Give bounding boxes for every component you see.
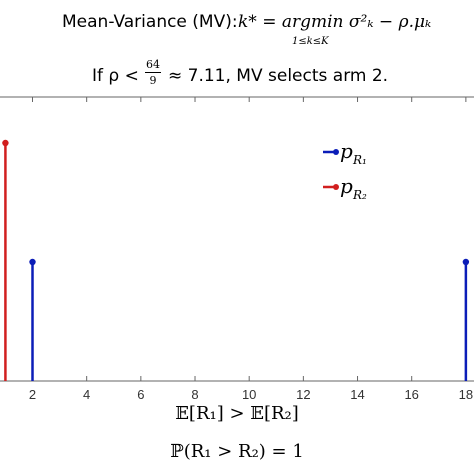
stem-chart: 2 4 6 8 10 12 14 16 18 p R₁p R₂ [0,96,474,402]
x-ticks: 2 4 6 8 10 12 14 16 18 [29,97,473,402]
condition-suffix: ≈ 7.11, MV selects arm 2. [168,66,389,86]
stem-marker-series-2 [2,139,9,147]
criterion-label: Mean-Variance (MV): [62,12,238,32]
criterion-line: Mean-Variance (MV): k* = argmin σ²ₖ − ρ.… [0,10,474,50]
legend-swatch-marker-2 [333,184,339,190]
expectation-line: 𝔼[R₁] > 𝔼[R₂] [175,403,299,424]
x-tick-label: 12 [296,387,310,402]
legend-label-1: p [340,139,353,163]
probability-line: ℙ(R₁ > R₂) = 1 [170,441,304,462]
x-tick-label: 14 [350,387,364,402]
x-tick-label: 10 [242,387,256,402]
legend-label-2: p [340,174,353,198]
x-tick-label: 8 [191,387,198,402]
fraction-denominator: 9 [149,74,157,87]
stem-marker-series-1 [29,258,36,266]
x-tick-label: 6 [137,387,144,402]
fraction-numerator: 64 [146,58,160,71]
condition-prefix: If ρ < [92,66,139,86]
condition-line: If ρ < 64 9 ≈ 7.11, MV selects arm 2. [0,58,474,98]
x-tick-label: 16 [404,387,418,402]
x-tick-label: 4 [83,387,90,402]
stem-marker-series-1 [462,258,470,266]
x-tick-label: 18 [459,387,473,402]
criterion-subscript: 1≤k≤K [292,36,329,47]
fraction-bar [145,72,161,73]
legend-swatch-marker-1 [333,149,339,155]
condition-fraction: 64 9 [143,58,163,87]
stems [2,139,470,381]
criterion-formula: k* = argmin σ²ₖ − ρ.μₖ [238,12,432,32]
legend-sublabel-1: R₁ [352,153,367,167]
legend-sublabel-2: R₂ [352,188,367,202]
x-tick-label: 2 [29,387,36,402]
legend: p R₁p R₂ [323,139,367,202]
